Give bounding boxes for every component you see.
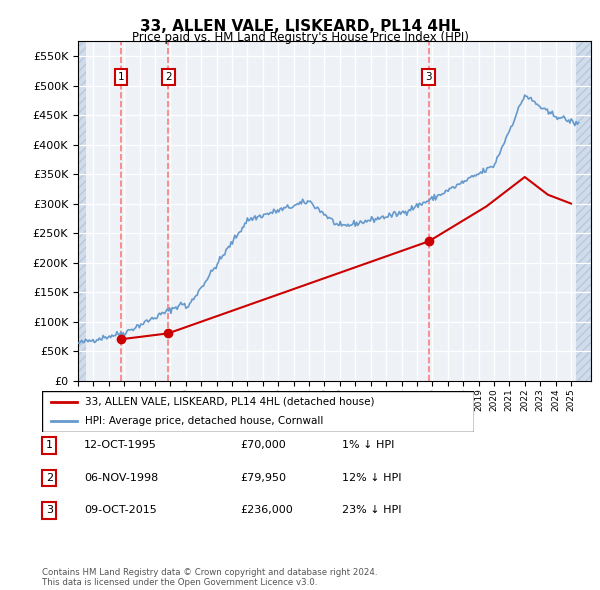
Bar [78,41,86,381]
Text: Contains HM Land Registry data © Crown copyright and database right 2024.
This d: Contains HM Land Registry data © Crown c… [42,568,377,587]
Text: 12% ↓ HPI: 12% ↓ HPI [342,473,401,483]
Text: 06-NOV-1998: 06-NOV-1998 [84,473,158,483]
Text: 33, ALLEN VALE, LISKEARD, PL14 4HL: 33, ALLEN VALE, LISKEARD, PL14 4HL [140,19,460,34]
FancyBboxPatch shape [42,391,474,432]
Text: 2: 2 [165,72,172,82]
Text: 1% ↓ HPI: 1% ↓ HPI [342,441,394,450]
Text: 12-OCT-1995: 12-OCT-1995 [84,441,157,450]
Text: 23% ↓ HPI: 23% ↓ HPI [342,506,401,515]
Text: 1: 1 [118,72,124,82]
Text: £79,950: £79,950 [240,473,286,483]
Bar [575,41,591,381]
Text: 2: 2 [46,473,53,483]
Text: £70,000: £70,000 [240,441,286,450]
Text: 3: 3 [46,506,53,515]
Text: Price paid vs. HM Land Registry's House Price Index (HPI): Price paid vs. HM Land Registry's House … [131,31,469,44]
Text: £236,000: £236,000 [240,506,293,515]
Text: 3: 3 [425,72,432,82]
Text: 33, ALLEN VALE, LISKEARD, PL14 4HL (detached house): 33, ALLEN VALE, LISKEARD, PL14 4HL (deta… [85,396,375,407]
Text: 1: 1 [46,441,53,450]
Text: 09-OCT-2015: 09-OCT-2015 [84,506,157,515]
Text: HPI: Average price, detached house, Cornwall: HPI: Average price, detached house, Corn… [85,416,323,426]
